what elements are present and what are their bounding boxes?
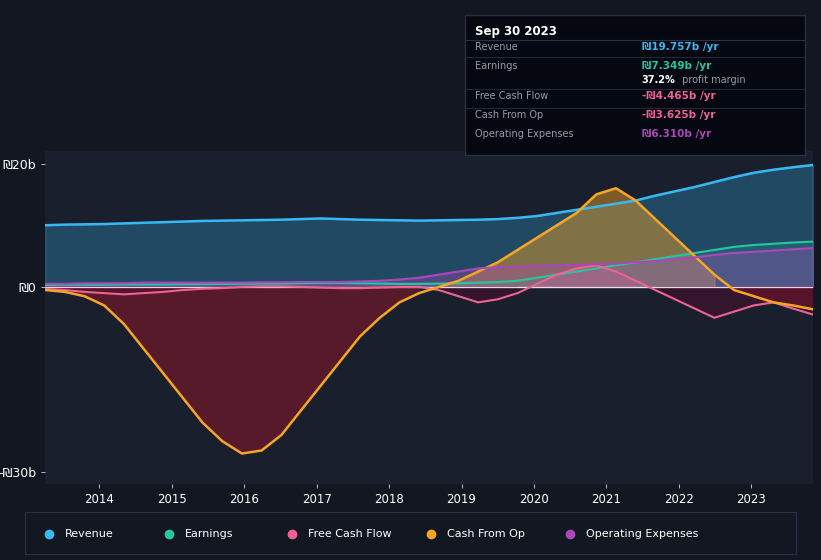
Text: Earnings: Earnings xyxy=(475,61,518,71)
Text: Sep 30 2023: Sep 30 2023 xyxy=(475,25,557,38)
Text: -₪3.625b /yr: -₪3.625b /yr xyxy=(642,110,715,120)
Text: Operating Expenses: Operating Expenses xyxy=(475,129,574,139)
Text: Earnings: Earnings xyxy=(185,529,233,539)
Text: -₪4.465b /yr: -₪4.465b /yr xyxy=(642,91,715,101)
Text: Cash From Op: Cash From Op xyxy=(447,529,525,539)
Text: 37.2%: 37.2% xyxy=(642,75,676,85)
Text: Free Cash Flow: Free Cash Flow xyxy=(475,91,548,101)
Text: Cash From Op: Cash From Op xyxy=(475,110,544,120)
Text: Free Cash Flow: Free Cash Flow xyxy=(308,529,392,539)
Text: Revenue: Revenue xyxy=(65,529,113,539)
Text: ₪6.310b /yr: ₪6.310b /yr xyxy=(642,129,711,139)
Text: ₪19.757b /yr: ₪19.757b /yr xyxy=(642,42,718,52)
Text: ₪7.349b /yr: ₪7.349b /yr xyxy=(642,61,711,71)
Text: Operating Expenses: Operating Expenses xyxy=(585,529,698,539)
Text: Revenue: Revenue xyxy=(475,42,518,52)
Text: profit margin: profit margin xyxy=(679,75,745,85)
